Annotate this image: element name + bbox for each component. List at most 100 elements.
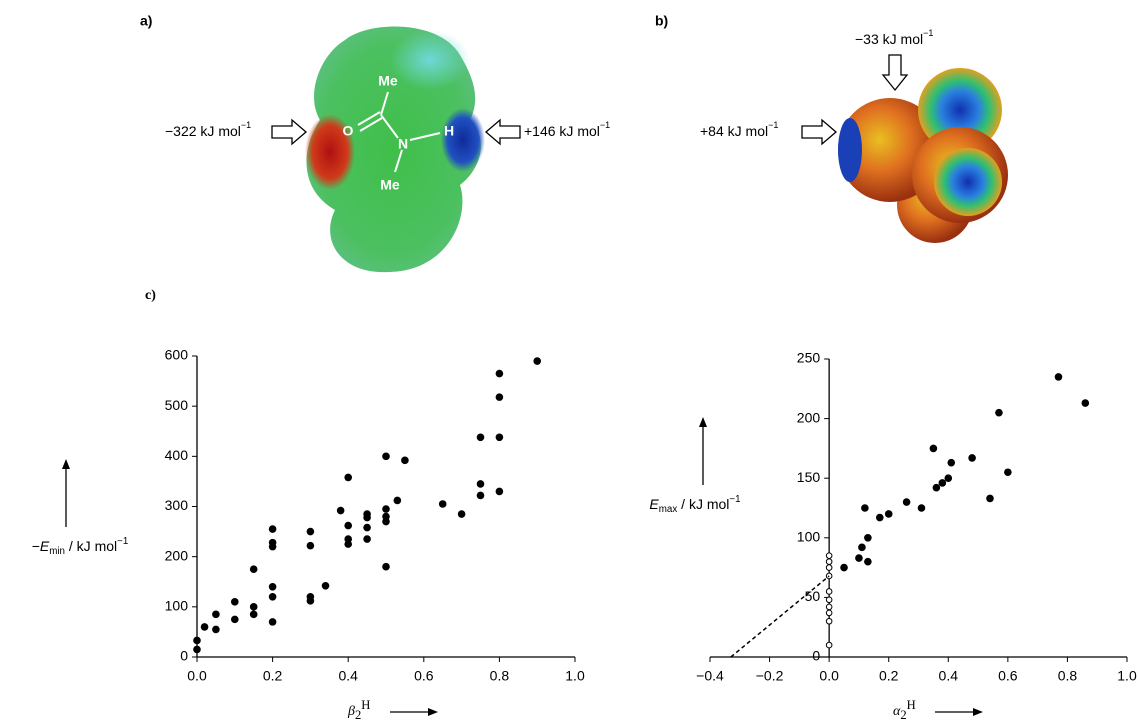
point — [917, 504, 926, 512]
point — [476, 433, 485, 442]
x-tick-label: 0.8 — [490, 668, 510, 684]
y-tick-label: 150 — [797, 469, 821, 485]
atom-label: Me — [378, 73, 398, 89]
atom-label: O — [343, 123, 354, 139]
open-point — [825, 564, 833, 571]
point — [382, 512, 390, 521]
x-tick-label: 0.2 — [879, 668, 899, 684]
point — [249, 565, 258, 574]
panel-label: c) — [145, 288, 156, 303]
axis-label-sup: H — [907, 698, 916, 712]
point — [495, 433, 504, 442]
point — [995, 408, 1003, 417]
open-point — [825, 596, 833, 604]
point — [212, 625, 220, 634]
y-tick-label: 500 — [165, 397, 189, 413]
point — [193, 636, 201, 645]
annotation-text: +146 kJ mol — [524, 123, 600, 139]
point — [268, 538, 277, 547]
annotation: −33 kJ mol−1 — [855, 28, 933, 46]
annotation: +146 kJ mol−1 — [524, 120, 610, 138]
axis-label-symbol: E — [40, 538, 50, 554]
x-tick-label: 0.8 — [1058, 668, 1078, 684]
y-tick-label: 0 — [812, 648, 820, 664]
open-point — [825, 641, 833, 649]
axis-label-sub: 2 — [355, 708, 361, 722]
y-tick-label: 100 — [165, 598, 189, 614]
point — [393, 496, 402, 505]
atom-label: Me — [380, 177, 400, 193]
point — [495, 487, 504, 496]
point — [875, 513, 884, 522]
arrow-head — [973, 708, 983, 716]
point — [533, 357, 541, 365]
axis-label: −Emin / kJ mol−1 — [32, 536, 129, 557]
point — [495, 393, 504, 401]
x-tick-label: 1.0 — [565, 668, 585, 684]
point — [457, 510, 466, 518]
axis-label-sup: −1 — [729, 494, 740, 505]
point — [231, 598, 239, 606]
point — [902, 498, 911, 506]
x-tick-label: 0.2 — [263, 668, 283, 684]
point — [200, 623, 209, 631]
point — [382, 452, 390, 461]
point — [268, 525, 277, 533]
y-tick-label: 200 — [165, 547, 189, 563]
point — [401, 456, 409, 465]
axis-label-sub: 2 — [900, 708, 906, 722]
point — [944, 474, 953, 483]
annotation-sup: −1 — [600, 120, 610, 130]
point — [363, 523, 371, 532]
point — [947, 458, 956, 467]
x-tick-label: 0.0 — [819, 668, 839, 684]
point — [344, 521, 353, 530]
atom-label: H — [444, 123, 454, 139]
axis-label-symbol: α — [893, 704, 901, 719]
axis-label-prefix: − — [32, 538, 40, 554]
y-tick-label: 0 — [180, 648, 188, 664]
axis-label-unit: / kJ mol — [677, 496, 729, 512]
point — [855, 554, 863, 562]
arrow-head — [62, 459, 70, 469]
open-point — [825, 609, 833, 617]
arrow-head — [428, 708, 438, 716]
annotation-text: +84 kJ mol — [700, 123, 768, 139]
open-point — [825, 603, 833, 611]
point — [249, 610, 258, 619]
axis-label-sub: max — [659, 504, 678, 515]
point — [268, 593, 277, 601]
x-tick-label: 0.6 — [414, 668, 434, 684]
axis-label: β2H — [347, 698, 370, 722]
point — [864, 557, 872, 566]
annotation-text: −322 kJ mol — [165, 123, 241, 139]
y-tick-label: 200 — [797, 409, 821, 425]
point — [249, 603, 258, 611]
point — [382, 562, 390, 571]
open-point — [825, 558, 833, 565]
point — [231, 615, 239, 624]
point — [938, 479, 947, 487]
fit-line — [730, 575, 830, 658]
y-tick-label: 400 — [165, 447, 189, 463]
point — [932, 483, 941, 492]
point — [268, 618, 277, 626]
annotation-sup: −1 — [241, 120, 251, 130]
molecule-b — [838, 68, 1008, 243]
axis-label-symbol: E — [649, 496, 659, 512]
point — [344, 473, 353, 482]
annotation-sup: −1 — [768, 120, 778, 130]
point — [858, 543, 866, 552]
x-tick-label: 0.0 — [187, 668, 207, 684]
axis-label-unit: / kJ mol — [65, 538, 117, 554]
point — [306, 541, 315, 550]
atom-label: N — [398, 136, 408, 152]
point — [268, 582, 277, 591]
axis-label-sup: −1 — [117, 536, 128, 547]
open-point — [825, 552, 833, 559]
annotation: +84 kJ mol−1 — [700, 120, 778, 138]
arrow — [801, 118, 837, 146]
x-tick-label: 0.4 — [338, 668, 358, 684]
point — [306, 593, 315, 601]
